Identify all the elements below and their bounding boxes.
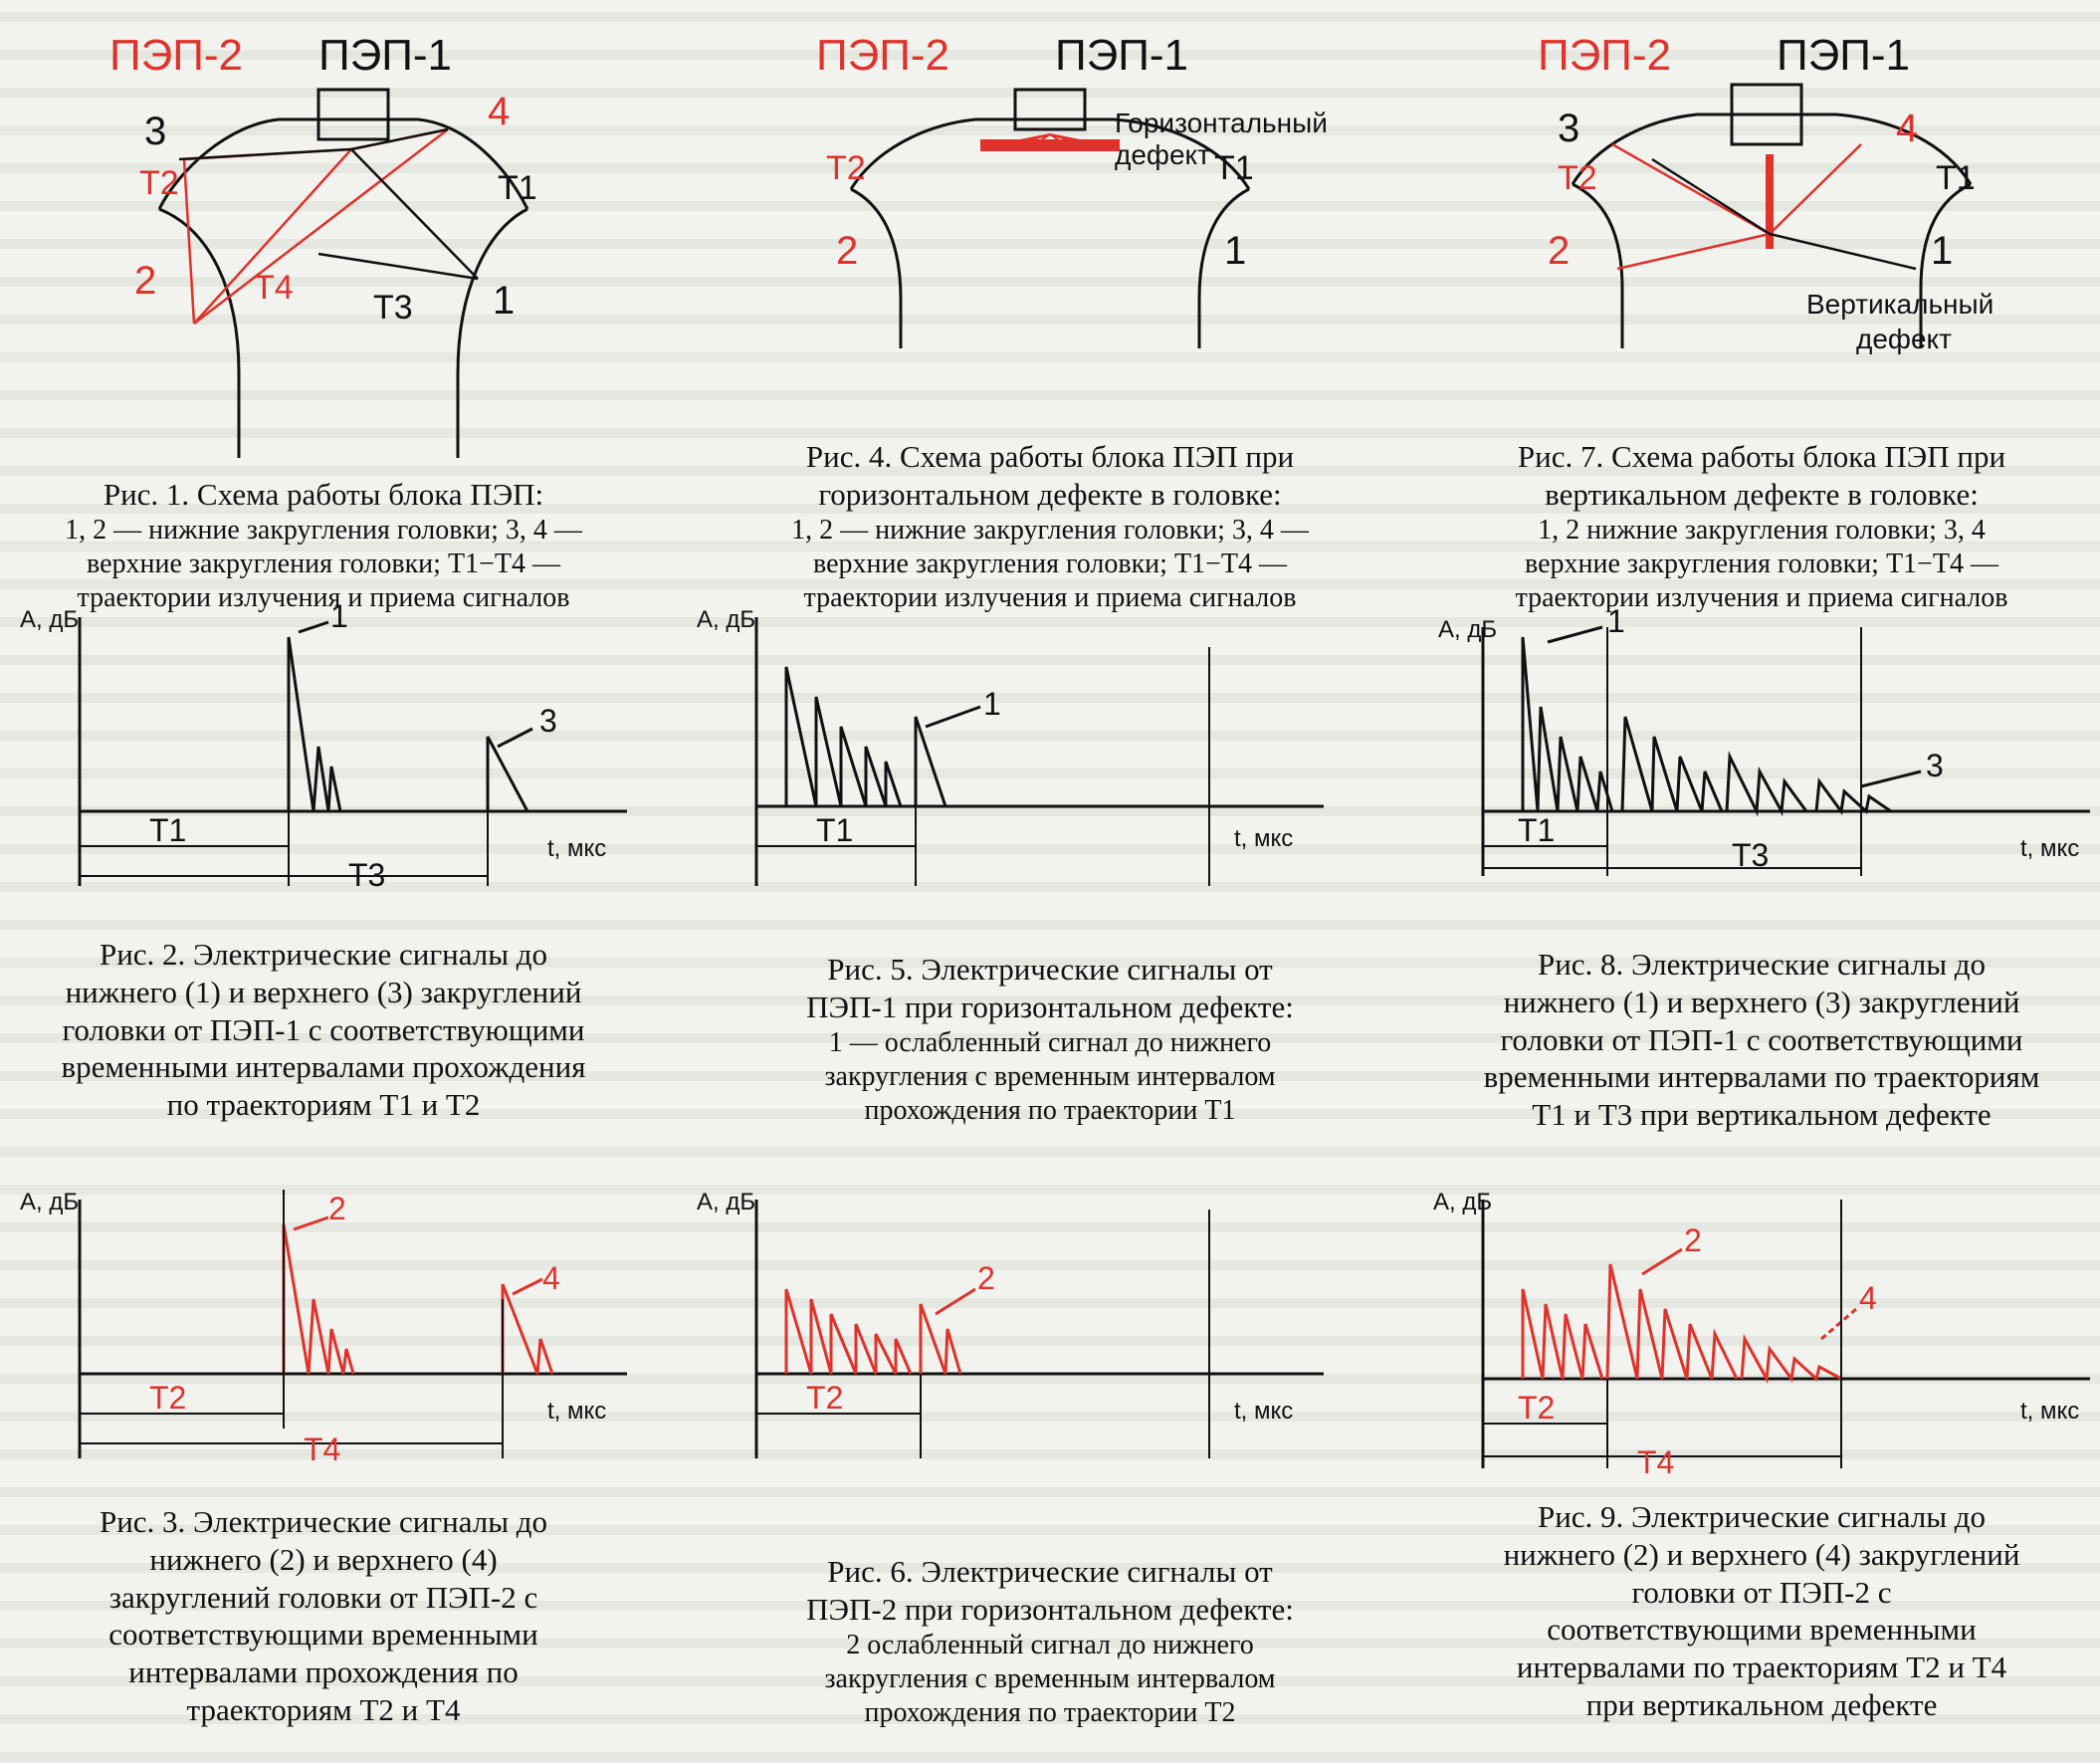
svg-text:ПЭП-2: ПЭП-2 (1538, 31, 1671, 80)
svg-text:T3: T3 (1732, 837, 1769, 873)
svg-text:4: 4 (542, 1260, 560, 1296)
fig7-scheme: ПЭП-2 ПЭП-1 3 4 T2 T1 2 1 Вертикальный д… (1538, 31, 1994, 354)
ghost-line (0, 1147, 2100, 1157)
svg-text:2: 2 (328, 1191, 346, 1226)
svg-text:T3: T3 (373, 289, 413, 327)
ghost-line (0, 1487, 2100, 1497)
svg-text:T1: T1 (1518, 812, 1555, 848)
svg-text:А, дБ: А, дБ (697, 1189, 755, 1215)
rail-head-left-contour (158, 207, 241, 458)
svg-text:t, мкс: t, мкс (547, 835, 606, 862)
svg-text:T2: T2 (1558, 159, 1597, 197)
fig1-caption: Рис. 1. Схема работы блока ПЭП: 1, 2 — ни… (65, 477, 582, 614)
fig1-scheme: ПЭП-2 ПЭП-1 3 4 T2 T1 2 T4 T3 1 (109, 31, 537, 458)
svg-text:Вертикальный: Вертикальный (1806, 289, 1994, 320)
svg-text:3: 3 (1558, 107, 1579, 150)
svg-text:2: 2 (977, 1260, 995, 1296)
svg-text:T1: T1 (1214, 149, 1254, 187)
svg-text:T4: T4 (304, 1432, 340, 1467)
svg-text:T4: T4 (1637, 1444, 1674, 1480)
fig2-signal-plot: А, дБ 1 3 T1 T3 t, мкс (20, 598, 627, 893)
fig8-signal-plot: А, дБ 1 3 T1 T3 t, мкс (1438, 603, 2090, 876)
svg-text:T2: T2 (149, 1380, 186, 1416)
fig3-signal-plot: А, дБ 2 4 T2 T4 t, мкс (20, 1189, 627, 1467)
svg-text:T3: T3 (348, 857, 385, 893)
fig9-caption: Рис. 9. Электрические сигналы до нижнего … (1503, 1499, 2020, 1723)
svg-text:3: 3 (1926, 748, 1944, 783)
svg-text:T4: T4 (254, 269, 294, 307)
svg-text:1: 1 (983, 686, 1001, 722)
svg-text:t, мкс: t, мкс (547, 1398, 606, 1425)
svg-text:T1: T1 (498, 169, 537, 207)
svg-text:ПЭП-1: ПЭП-1 (1777, 31, 1910, 80)
svg-text:1: 1 (1224, 229, 1246, 273)
svg-text:А, дБ: А, дБ (1438, 616, 1497, 643)
fig4-caption: Рис. 4. Схема работы блока ПЭП при горизо… (791, 439, 1309, 613)
fig3-caption: Рис. 3. Электрические сигналы до нижнего … (99, 1504, 548, 1728)
svg-text:дефект: дефект (1856, 324, 1952, 354)
svg-text:1: 1 (330, 598, 348, 634)
horizontal-defect-mark (980, 139, 1120, 151)
svg-text:T1: T1 (816, 812, 853, 848)
svg-text:А, дБ: А, дБ (20, 1189, 79, 1215)
svg-text:1: 1 (1607, 603, 1625, 639)
pep2-label: ПЭП-2 (109, 31, 243, 80)
svg-text:4: 4 (1859, 1280, 1877, 1316)
fig2-caption: Рис. 2. Электрические сигналы до нижнего … (61, 937, 586, 1123)
svg-text:4: 4 (488, 90, 510, 133)
svg-text:T2: T2 (139, 164, 179, 202)
fig9-signal-plot: А, дБ 2 4 T2 T4 t, мкс (1433, 1189, 2090, 1480)
svg-text:ПЭП-1: ПЭП-1 (1055, 31, 1188, 80)
svg-text:2: 2 (836, 229, 858, 273)
svg-text:ПЭП-2: ПЭП-2 (816, 31, 949, 80)
svg-text:А, дБ: А, дБ (697, 606, 755, 633)
svg-text:t, мкс: t, мкс (2020, 1398, 2079, 1425)
svg-text:3: 3 (539, 703, 557, 739)
fig6-caption: Рис. 6. Электрические сигналы от ПЭП-2 пр… (806, 1554, 1294, 1728)
svg-text:А, дБ: А, дБ (20, 606, 79, 633)
svg-text:T2: T2 (1518, 1390, 1555, 1426)
fig7-caption: Рис. 7. Схема работы блока ПЭП при вертик… (1515, 439, 2008, 613)
ghost-line (0, 1752, 2100, 1762)
svg-text:t, мкс: t, мкс (1234, 1398, 1293, 1425)
fig5-signal-plot: А, дБ 1 T1 t, мкс (697, 606, 1324, 886)
svg-text:T2: T2 (806, 1380, 843, 1416)
svg-text:3: 3 (144, 110, 166, 153)
fig4-scheme: ПЭП-2 ПЭП-1 Горизонтальный дефект T2 T1 … (816, 31, 1328, 348)
rail-head-right-contour (456, 207, 528, 458)
ghost-line (0, 12, 2100, 22)
pep1-label: ПЭП-1 (318, 31, 452, 80)
svg-text:2: 2 (1548, 229, 1570, 273)
fig6-signal-plot: А, дБ 2 T2 t, мкс (697, 1189, 1324, 1458)
svg-text:t, мкс: t, мкс (2020, 835, 2079, 862)
svg-text:1: 1 (1931, 229, 1953, 273)
svg-text:T1: T1 (149, 812, 186, 848)
svg-text:дефект: дефект (1115, 139, 1210, 170)
fig8-caption: Рис. 8. Электрические сигналы до нижнего … (1483, 947, 2040, 1133)
svg-text:2: 2 (134, 259, 156, 303)
svg-text:T1: T1 (1936, 159, 1976, 197)
fig5-caption: Рис. 5. Электрические сигналы от ПЭП-1 пр… (806, 952, 1294, 1126)
ghost-line (0, 920, 2100, 930)
svg-text:4: 4 (1896, 107, 1918, 150)
svg-text:1: 1 (493, 279, 515, 323)
svg-text:Горизонтальный: Горизонтальный (1115, 108, 1328, 138)
svg-text:2: 2 (1684, 1222, 1702, 1258)
svg-text:T2: T2 (826, 149, 866, 187)
svg-text:t, мкс: t, мкс (1234, 825, 1293, 852)
transducer-block (316, 88, 390, 141)
svg-text:А, дБ: А, дБ (1433, 1189, 1492, 1215)
